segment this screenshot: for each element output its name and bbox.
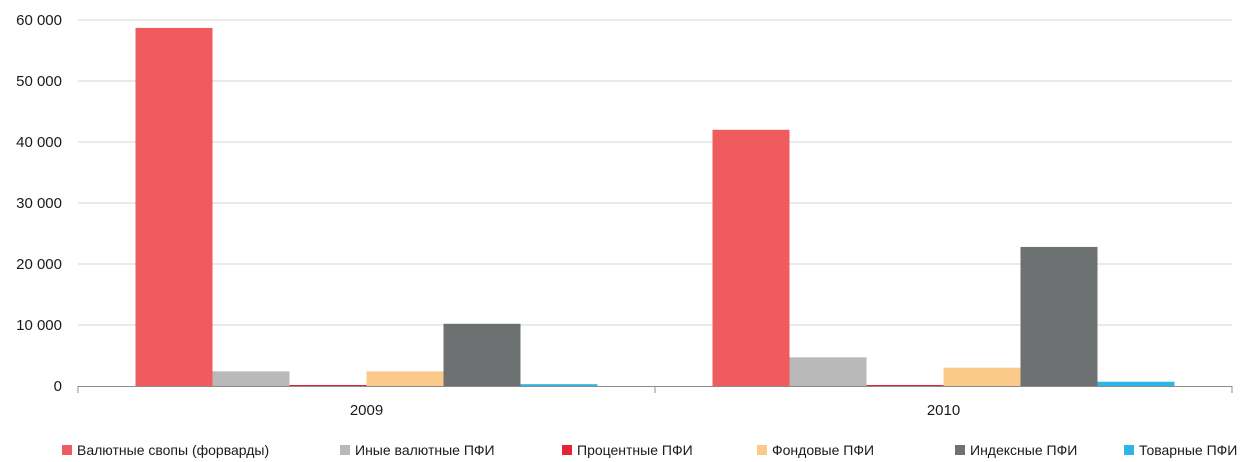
bar bbox=[789, 357, 867, 386]
legend-item: Индексные ПФИ bbox=[955, 442, 1077, 458]
bars bbox=[135, 27, 1175, 387]
bar bbox=[1020, 246, 1098, 386]
legend-swatch bbox=[757, 445, 767, 455]
bar bbox=[366, 371, 444, 386]
legend-swatch bbox=[562, 445, 572, 455]
legend-item: Товарные ПФИ bbox=[1124, 442, 1237, 458]
legend-item: Иные валютные ПФИ bbox=[340, 442, 495, 458]
y-tick-label: 60 000 bbox=[16, 12, 62, 29]
legend-item: Процентные ПФИ bbox=[562, 442, 693, 458]
x-axis-tick-labels: 2009 2010 bbox=[350, 402, 960, 419]
y-tick-label: 30 000 bbox=[16, 195, 62, 212]
y-axis-tick-labels: 0 10 000 20 000 30 000 40 000 50 000 60 000 bbox=[16, 12, 62, 395]
bar bbox=[712, 129, 790, 387]
bar bbox=[135, 27, 213, 387]
legend-item: Фондовые ПФИ bbox=[757, 442, 874, 458]
y-tick-label: 50 000 bbox=[16, 73, 62, 90]
y-tick-label: 40 000 bbox=[16, 134, 62, 151]
x-tick-label: 2009 bbox=[350, 402, 383, 419]
legend-swatch bbox=[955, 445, 965, 455]
legend-swatch bbox=[62, 445, 72, 455]
bar bbox=[443, 323, 521, 386]
legend-label: Валютные свопы (форварды) bbox=[77, 442, 270, 458]
legend-swatch bbox=[340, 445, 350, 455]
legend-label: Индексные ПФИ bbox=[970, 442, 1078, 458]
y-tick-label: 0 bbox=[54, 378, 62, 395]
legend-label: Фондовые ПФИ bbox=[772, 442, 875, 458]
legend-item: Валютные свопы (форварды) bbox=[62, 442, 269, 458]
bar bbox=[212, 371, 290, 386]
bar bbox=[866, 385, 944, 386]
legend-label: Процентные ПФИ bbox=[577, 442, 693, 458]
x-axis bbox=[77, 386, 1233, 393]
y-tick-label: 10 000 bbox=[16, 317, 62, 334]
legend-label: Товарные ПФИ bbox=[1139, 442, 1238, 458]
y-tick-label: 20 000 bbox=[16, 256, 62, 273]
bar bbox=[943, 367, 1021, 386]
bar bbox=[289, 385, 367, 386]
bar-chart: 0 10 000 20 000 30 000 40 000 50 000 60 000 20… bbox=[16, 12, 1233, 419]
legend: Валютные свопы (форварды) Иные валютные П… bbox=[0, 440, 1248, 462]
legend-swatch bbox=[1124, 445, 1134, 455]
x-tick-label: 2010 bbox=[927, 402, 960, 419]
legend-label: Иные валютные ПФИ bbox=[355, 442, 495, 458]
bar bbox=[1097, 381, 1175, 386]
bar bbox=[520, 384, 598, 386]
